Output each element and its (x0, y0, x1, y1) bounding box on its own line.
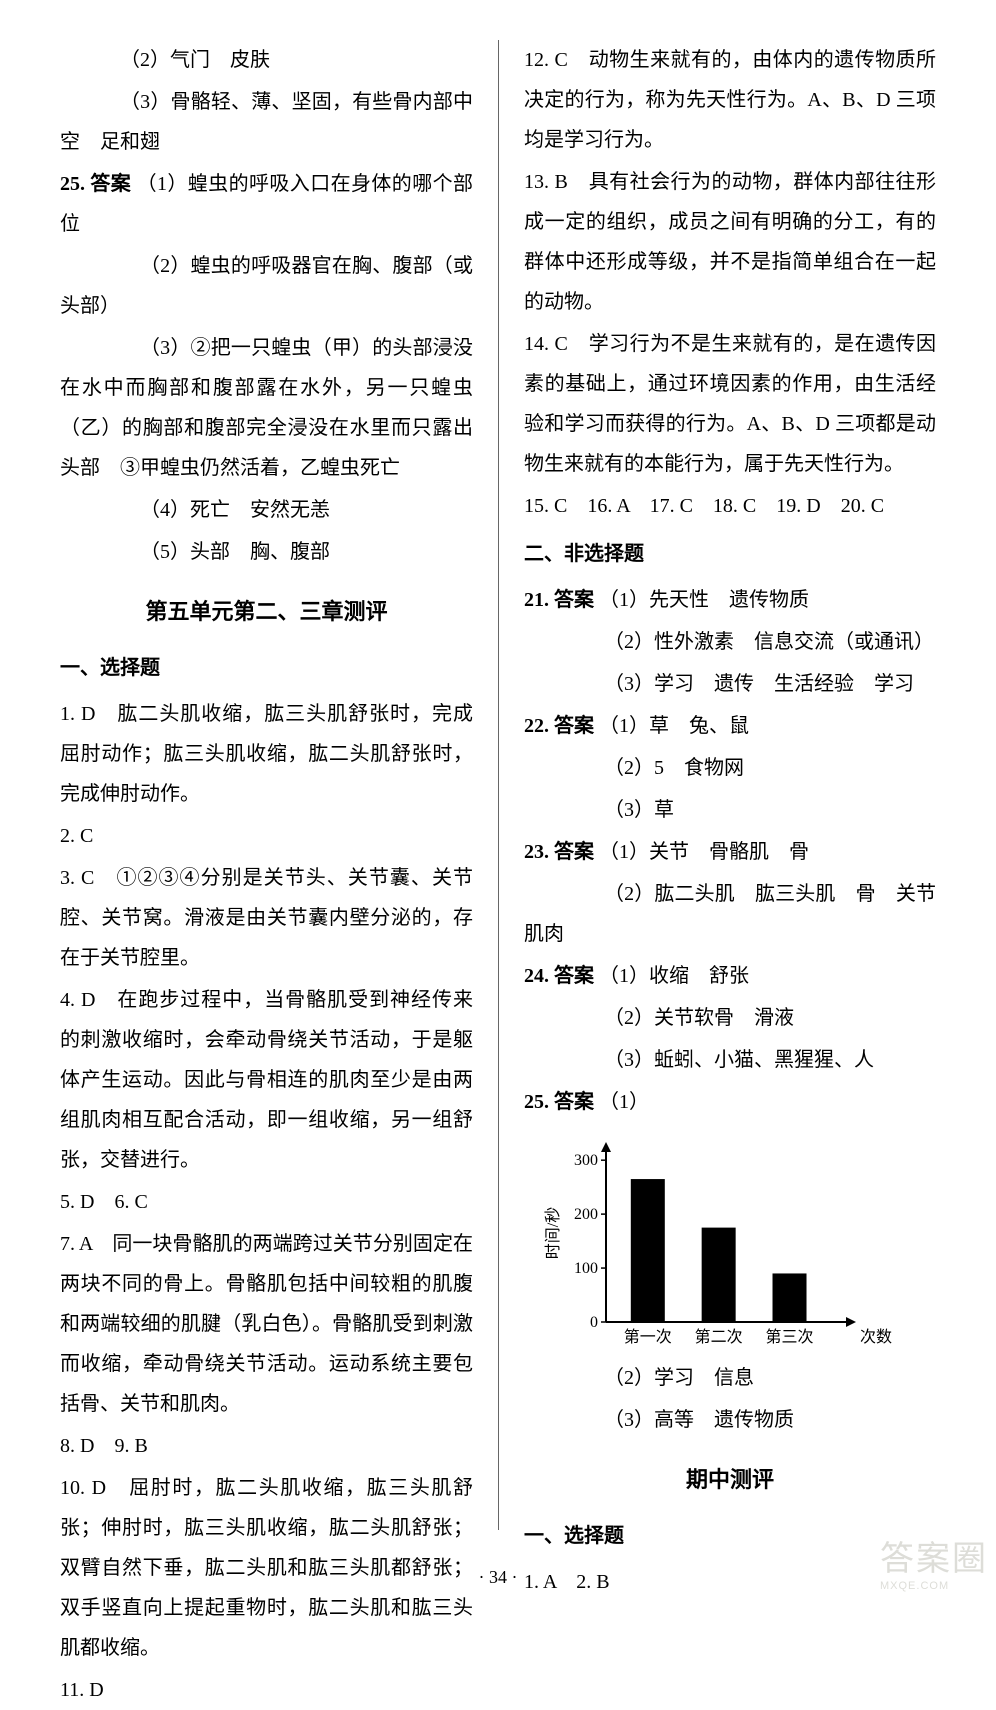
text: （1） (599, 1091, 649, 1113)
svg-text:次数: 次数 (860, 1328, 892, 1346)
text: （3）学习 遗传 生活经验 学习 (524, 664, 936, 704)
text: （1）先天性 遗传物质 (599, 589, 809, 611)
text: （2）5 食物网 (524, 748, 936, 788)
text: （5）头部 胸、腹部 (60, 532, 473, 572)
answer-7: 7. A 同一块骨骼肌的两端跨过关节分别固定在两块不同的骨上。骨骼肌包括中间较粗… (60, 1224, 473, 1424)
q24: 24. 答案 （1）收缩 舒张 (524, 956, 936, 996)
text: （3）草 (524, 790, 936, 830)
watermark-sub: MXQE.COM (880, 1580, 988, 1592)
text: （2）气门 皮肤 (60, 40, 473, 80)
q25: 25. 答案 （1）蝗虫的呼吸入口在身体的哪个部位 (60, 164, 473, 244)
svg-text:0: 0 (590, 1314, 598, 1331)
svg-text:200: 200 (574, 1206, 598, 1223)
svg-text:100: 100 (574, 1260, 598, 1277)
svg-text:时间/秒: 时间/秒 (544, 1207, 562, 1259)
answer-15-20: 15. C 16. A 17. C 18. C 19. D 20. C (524, 486, 936, 526)
answer-11: 11. D (60, 1670, 473, 1710)
text: （1）关节 骨骼肌 骨 (599, 841, 809, 863)
text: （4）死亡 安然无恙 (60, 490, 473, 530)
label: 22. 答案 (524, 715, 594, 737)
left-column: （2）气门 皮肤 （3）骨骼轻、薄、坚固，有些骨内部中空 足和翅 25. 答案 … (50, 40, 498, 1530)
q23: 23. 答案 （1）关节 骨骼肌 骨 (524, 832, 936, 872)
right-column: 12. C 动物生来就有的，由体内的遗传物质所决定的行为，称为先天性行为。A、B… (498, 40, 946, 1530)
answer-1: 1. D 肱二头肌收缩，肱三头肌舒张时，完成屈肘动作；肱三头肌收缩，肱二头肌舒张… (60, 694, 473, 814)
answer-3: 3. C ①②③④分别是关节头、关节囊、关节腔、关节窝。滑液是由关节囊内壁分泌的… (60, 858, 473, 978)
chart-svg: 时间/秒 0 100 200 300 第一次 第二次 第三次 次数 (544, 1132, 904, 1352)
svg-text:300: 300 (574, 1152, 598, 1169)
text: （3）②把一只蝗虫（甲）的头部浸没在水中而胸部和腹部露在水外，另一只蝗虫（乙）的… (60, 328, 473, 488)
label: 25. 答案 (60, 173, 131, 195)
watermark: 答案圈 MXQE.COM (880, 1531, 988, 1592)
text: （2）学习 信息 (524, 1358, 936, 1398)
q21: 21. 答案 （1）先天性 遗传物质 (524, 580, 936, 620)
label: 21. 答案 (524, 589, 594, 611)
text: （2）关节软骨 滑液 (524, 998, 936, 1038)
svg-text:第三次: 第三次 (766, 1328, 814, 1346)
answer-4: 4. D 在跑步过程中，当骨骼肌受到神经传来的刺激收缩时，会牵动骨绕关节活动，于… (60, 980, 473, 1180)
svg-text:第一次: 第一次 (624, 1328, 672, 1346)
section-heading: 一、选择题 (524, 1516, 936, 1556)
text: （3）高等 遗传物质 (524, 1400, 936, 1440)
answer-14: 14. C 学习行为不是生来就有的，是在遗传因素的基础上，通过环境因素的作用，由… (524, 324, 936, 484)
label: 24. 答案 (524, 965, 594, 987)
label: 23. 答案 (524, 841, 594, 863)
bar-chart: 时间/秒 0 100 200 300 第一次 第二次 第三次 次数 (544, 1132, 936, 1352)
unit-title: 第五单元第二、三章测评 (60, 590, 473, 634)
section-heading: 二、非选择题 (524, 534, 936, 574)
answer-8-9: 8. D 9. B (60, 1426, 473, 1466)
text: （3）蚯蚓、小猫、黑猩猩、人 (524, 1040, 936, 1080)
q25: 25. 答案 （1） (524, 1082, 936, 1122)
label: 25. 答案 (524, 1091, 594, 1113)
text: （2）肱二头肌 肱三头肌 骨 关节 肌肉 (524, 874, 936, 954)
text: （1）收缩 舒张 (599, 965, 749, 987)
text: （3）骨骼轻、薄、坚固，有些骨内部中空 足和翅 (60, 82, 473, 162)
answer-5-6: 5. D 6. C (60, 1182, 473, 1222)
text: （2）蝗虫的呼吸器官在胸、腹部（或头部） (60, 246, 473, 326)
text: （1）草 兔、鼠 (599, 715, 749, 737)
section-heading: 一、选择题 (60, 648, 473, 688)
answer-12: 12. C 动物生来就有的，由体内的遗传物质所决定的行为，称为先天性行为。A、B… (524, 40, 936, 160)
text: （2）性外激素 信息交流（或通讯） (524, 622, 936, 662)
watermark-text: 答案圈 (880, 1540, 988, 1578)
mid-title: 期中测评 (524, 1458, 936, 1502)
answer-13: 13. B 具有社会行为的动物，群体内部往往形成一定的组织，成员之间有明确的分工… (524, 162, 936, 322)
answer-2: 2. C (60, 816, 473, 856)
page-number: · 34 · (0, 1567, 996, 1588)
q22: 22. 答案 （1）草 兔、鼠 (524, 706, 936, 746)
svg-text:第二次: 第二次 (695, 1328, 743, 1346)
